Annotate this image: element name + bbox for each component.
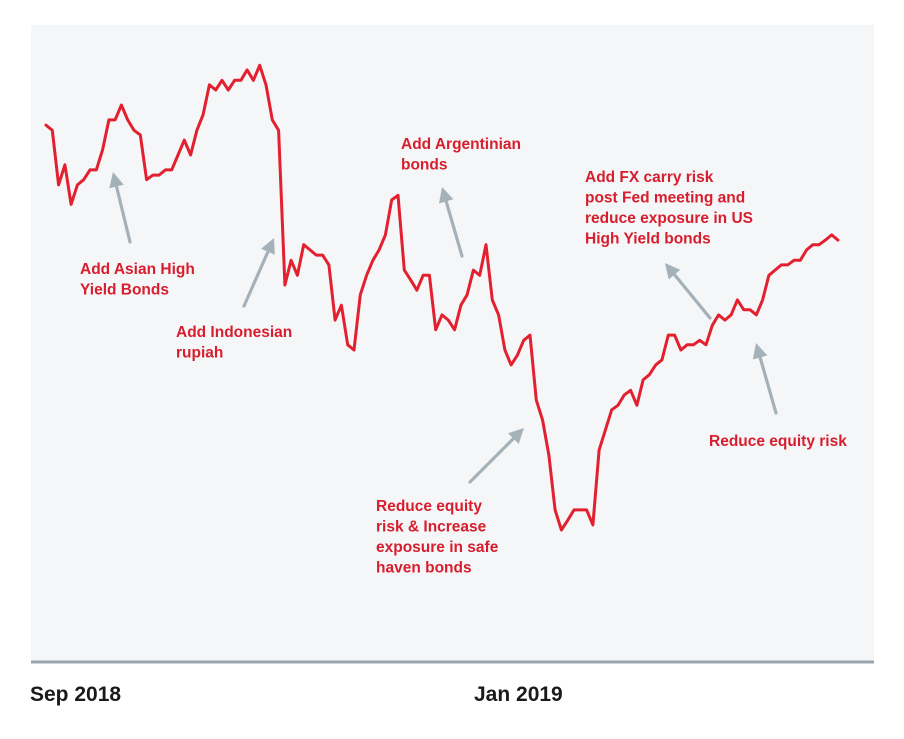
annotation-text: Add Indonesian rupiah [176, 324, 292, 362]
annotation-arrow [665, 263, 712, 320]
x-tick-label: Sep 2018 [30, 683, 121, 706]
annotation-text: Reduce equity risk [709, 433, 847, 450]
annotation-text: Add Asian High Yield Bonds [80, 261, 195, 299]
annotation-text: Add FX carry risk post Fed meeting and red… [585, 169, 753, 248]
annotation-arrow [468, 428, 524, 484]
annotation-arrow [109, 172, 132, 244]
annotation-text: Add Argentinian bonds [401, 136, 521, 174]
plot-background [31, 25, 874, 662]
annotation-arrow [439, 187, 464, 258]
series-line [44, 63, 840, 532]
annotation-arrow [242, 238, 275, 308]
x-tick-label: Jan 2019 [474, 683, 563, 706]
annotation-arrow [752, 343, 778, 415]
annotation-text: Reduce equity risk & Increase exposure in … [376, 498, 499, 577]
